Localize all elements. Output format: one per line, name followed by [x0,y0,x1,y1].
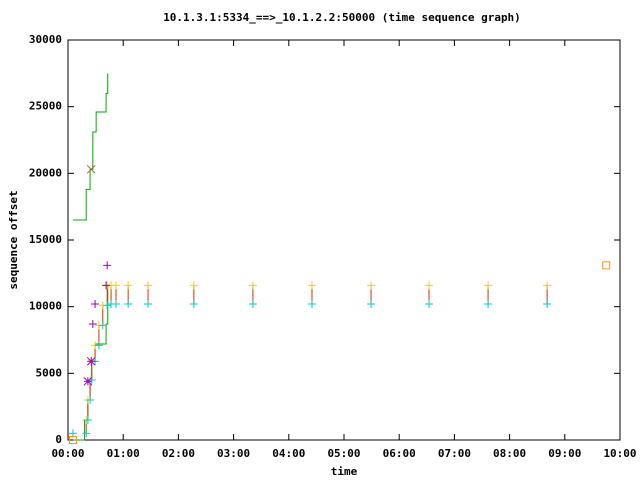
y-tick-label: 0 [55,433,62,446]
x-tick-label: 02:00 [162,447,195,460]
marker [88,320,97,328]
marker [112,300,121,308]
x-tick-label: 09:00 [548,447,581,460]
marker-part [68,436,77,444]
marker [425,281,434,290]
x-tick-label: 05:00 [327,447,360,460]
marker [189,300,198,308]
x-tick-label: 06:00 [383,447,416,460]
marker [144,281,153,290]
marker [307,281,316,290]
marker [602,261,611,270]
x-tick-label: 00:00 [51,447,84,460]
marker [102,281,111,290]
marker [82,429,91,438]
marker-part [83,376,93,386]
marker [103,261,112,270]
plot-border [67,39,621,441]
marker [124,281,133,290]
x-tick-label: 03:00 [217,447,250,460]
y-tick-label: 10000 [29,300,62,313]
marker [83,376,93,386]
marker [484,281,493,290]
marker [189,281,198,290]
marker [103,301,112,310]
marker-part [602,261,611,270]
marker [98,321,107,330]
marker [543,300,552,308]
x-tick-label: 08:00 [493,447,526,460]
marker-part [86,356,96,366]
y-tick-label: 5000 [36,366,63,379]
marker [367,300,376,308]
marker [307,300,316,308]
marker [87,356,96,364]
marker [124,300,133,308]
y-axis-label: sequence offset [7,190,20,289]
marker [83,416,92,424]
x-tick-label: 07:00 [438,447,471,460]
marker [68,436,77,444]
marker [248,300,257,308]
x-tick-label: 10:00 [603,447,636,460]
marker [112,281,121,290]
marker [425,300,434,308]
marker [91,300,100,308]
marker [86,396,95,404]
marker-part [86,164,96,174]
marker [248,281,257,290]
marker [86,356,96,366]
chart-title: 10.1.3.1:5334_==>_10.1.2.2:50000 (time s… [163,11,521,24]
marker [94,341,103,350]
x-tick-label: 01:00 [107,447,140,460]
step-line [72,73,109,221]
y-tick-label: 20000 [29,166,62,179]
y-tick-label: 30000 [29,33,62,46]
y-tick-label: 25000 [29,100,62,113]
x-tick-label: 04:00 [272,447,305,460]
marker [543,281,552,290]
marker [144,300,153,308]
marker [367,281,376,290]
marker [484,300,493,308]
x-axis-label: time [331,465,358,478]
y-tick-label: 15000 [29,233,62,246]
marker [86,164,96,174]
